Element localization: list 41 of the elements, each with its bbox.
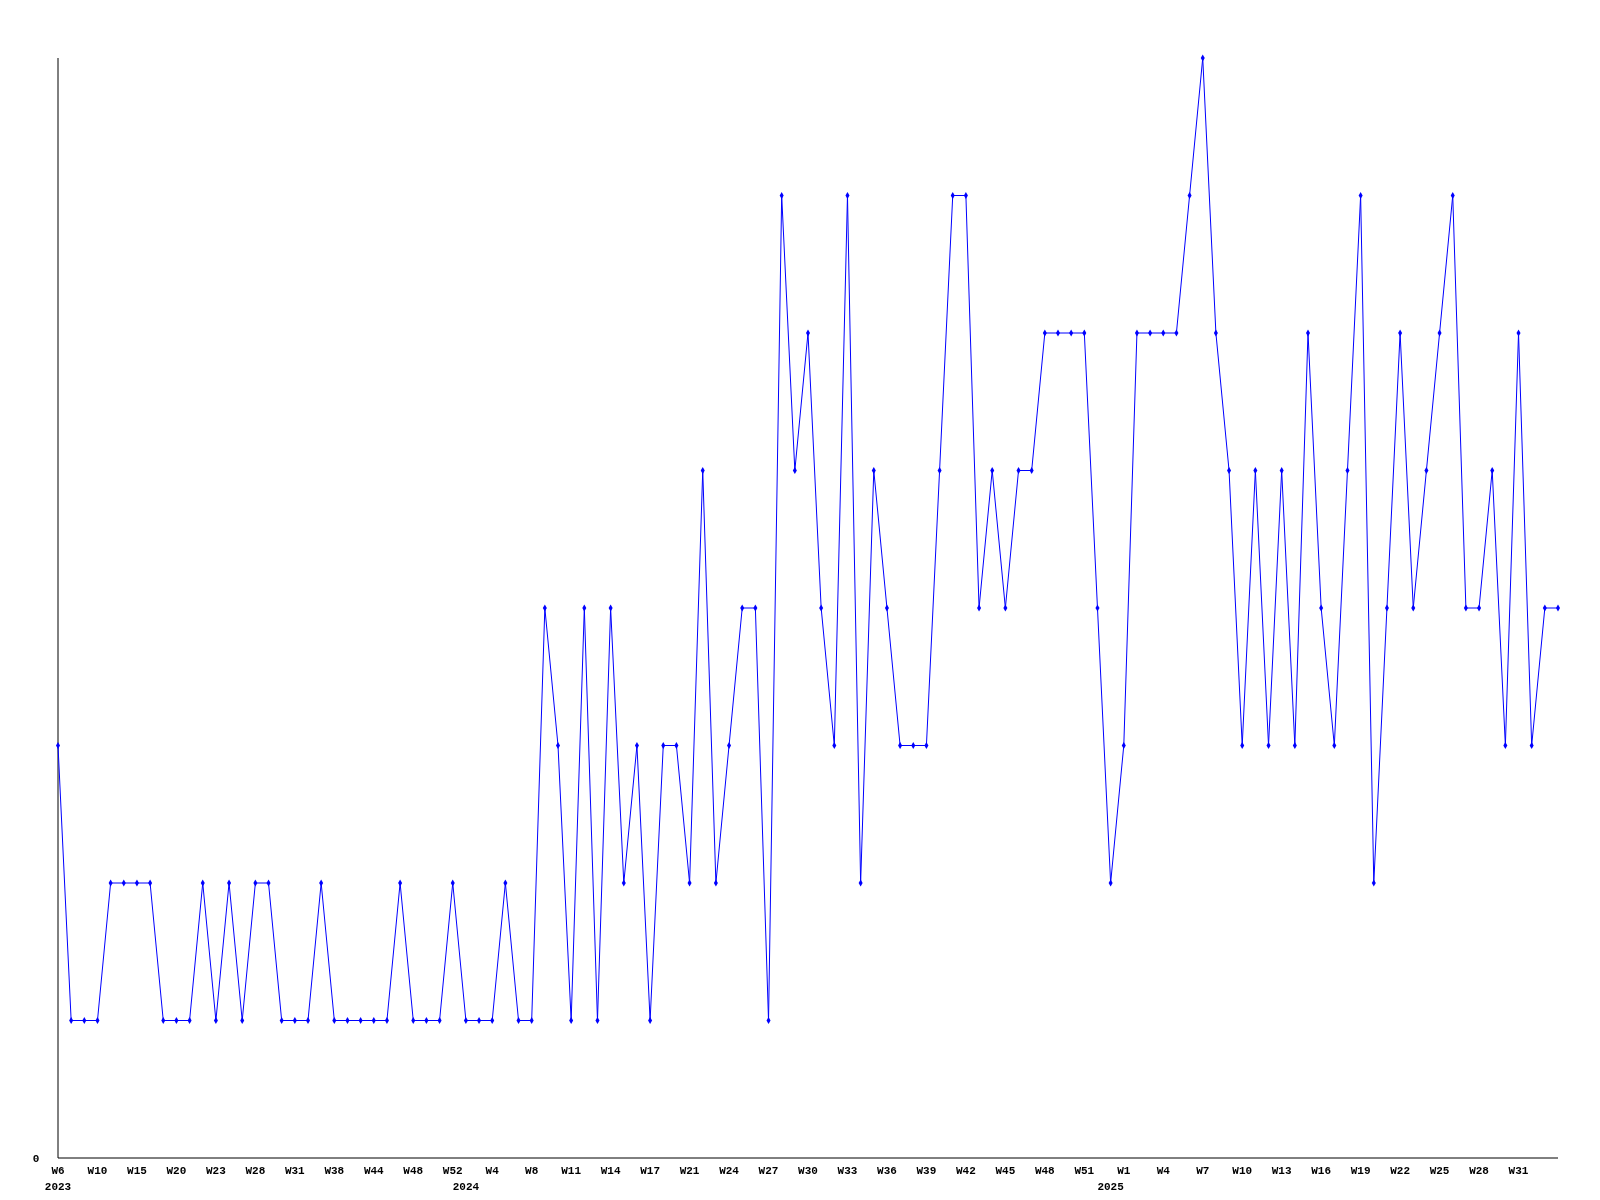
x-tick-label: W28 xyxy=(245,1165,266,1177)
x-tick-label: W48 xyxy=(403,1165,424,1177)
x-tick-label: 2025 xyxy=(1097,1181,1125,1193)
x-tick-label: W17 xyxy=(640,1165,661,1177)
x-tick-label: W15 xyxy=(127,1165,148,1177)
x-tick-label: W11 xyxy=(561,1165,582,1177)
x-tick-label: W20 xyxy=(166,1165,187,1177)
x-tick-label: W42 xyxy=(955,1165,976,1177)
x-tick-label: W39 xyxy=(916,1165,937,1177)
x-tick-label: W33 xyxy=(837,1165,858,1177)
x-tick-label: W44 xyxy=(363,1165,385,1177)
x-tick-label: W31 xyxy=(284,1165,306,1177)
x-tick-label: 2024 xyxy=(452,1181,480,1193)
x-tick-label: W4 xyxy=(485,1165,500,1177)
x-tick-label: W1 xyxy=(1117,1165,1131,1177)
x-tick-label: W7 xyxy=(1196,1165,1210,1177)
x-tick-label: W8 xyxy=(525,1165,539,1177)
x-tick-label: W28 xyxy=(1469,1165,1490,1177)
x-tick-label: W23 xyxy=(205,1165,227,1177)
x-tick-label: W4 xyxy=(1156,1165,1171,1177)
x-tick-label: W14 xyxy=(600,1165,621,1177)
x-tick-label: W19 xyxy=(1350,1165,1371,1177)
x-tick-label: W52 xyxy=(442,1165,463,1177)
x-tick-label: W48 xyxy=(1034,1165,1056,1177)
x-tick-label: W13 xyxy=(1271,1165,1292,1177)
x-tick-label: W38 xyxy=(324,1165,345,1177)
x-tick-label: W21 xyxy=(679,1165,700,1177)
x-tick-label: W45 xyxy=(995,1165,1016,1177)
x-tick-label: W36 xyxy=(877,1165,897,1177)
x-tick-label: W16 xyxy=(1311,1165,1332,1177)
x-tick-label: W10 xyxy=(87,1165,108,1177)
x-tick-label: W22 xyxy=(1390,1165,1411,1177)
x-tick-label: W31 xyxy=(1508,1165,1529,1177)
x-tick-label: W6 2023 xyxy=(44,1165,72,1193)
x-tick-label: W30 xyxy=(798,1165,818,1177)
x-tick-label: W24 xyxy=(719,1165,740,1177)
x-tick-label: W51 xyxy=(1074,1165,1095,1177)
text: 0 xyxy=(32,1153,40,1165)
x-tick-label: W27 xyxy=(758,1165,779,1177)
x-tick-label: W10 xyxy=(1232,1165,1253,1177)
x-tick-label: W25 xyxy=(1429,1165,1450,1177)
